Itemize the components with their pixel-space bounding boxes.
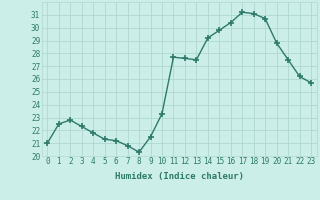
X-axis label: Humidex (Indice chaleur): Humidex (Indice chaleur) (115, 172, 244, 181)
